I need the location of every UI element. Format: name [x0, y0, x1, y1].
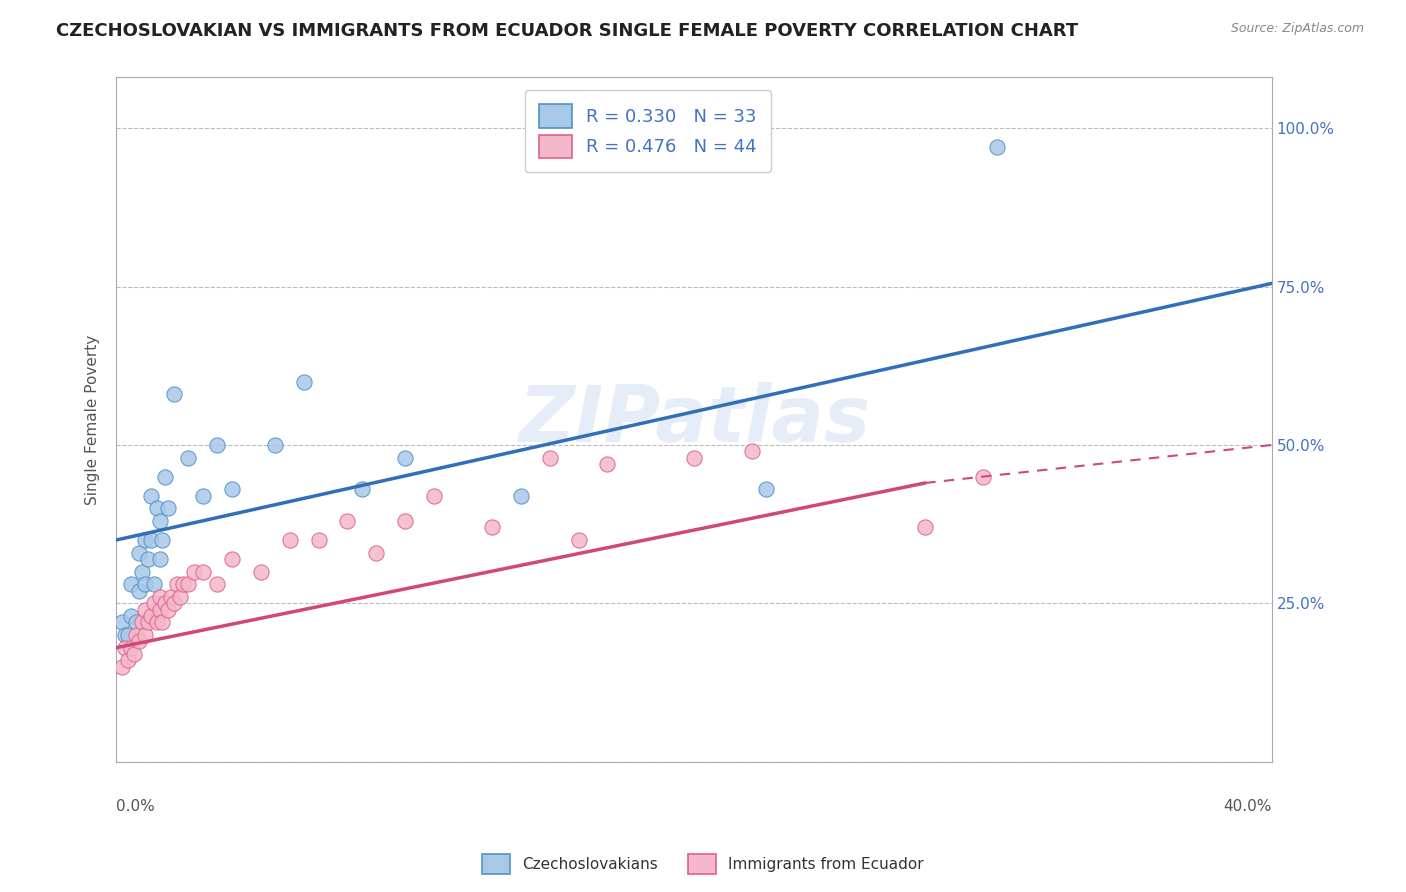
Point — [172, 577, 194, 591]
Point — [152, 615, 174, 630]
Point — [145, 615, 167, 630]
Point — [149, 590, 172, 604]
Point — [481, 520, 503, 534]
Point — [117, 628, 139, 642]
Point — [177, 450, 200, 465]
Point — [191, 489, 214, 503]
Point — [336, 514, 359, 528]
Point — [139, 609, 162, 624]
Point — [134, 628, 156, 642]
Y-axis label: Single Female Poverty: Single Female Poverty — [86, 334, 100, 505]
Point — [741, 444, 763, 458]
Point — [139, 533, 162, 547]
Point — [114, 640, 136, 655]
Point — [128, 634, 150, 648]
Point — [278, 533, 301, 547]
Point — [177, 577, 200, 591]
Point — [183, 565, 205, 579]
Point — [120, 609, 142, 624]
Point — [264, 438, 287, 452]
Point — [166, 577, 188, 591]
Point — [128, 583, 150, 598]
Point — [155, 469, 177, 483]
Point — [169, 590, 191, 604]
Point — [163, 596, 186, 610]
Point — [111, 615, 134, 630]
Text: 0.0%: 0.0% — [117, 799, 155, 814]
Point — [125, 628, 148, 642]
Legend: R = 0.330   N = 33, R = 0.476   N = 44: R = 0.330 N = 33, R = 0.476 N = 44 — [524, 90, 770, 172]
Point — [142, 596, 165, 610]
Point — [120, 577, 142, 591]
Point — [111, 659, 134, 673]
Point — [163, 387, 186, 401]
Point — [221, 552, 243, 566]
Point — [149, 603, 172, 617]
Point — [142, 577, 165, 591]
Text: ZIPatlas: ZIPatlas — [517, 382, 870, 458]
Point — [249, 565, 271, 579]
Point — [350, 483, 373, 497]
Point — [149, 552, 172, 566]
Point — [160, 590, 183, 604]
Point — [538, 450, 561, 465]
Point — [136, 615, 159, 630]
Point — [145, 501, 167, 516]
Point — [191, 565, 214, 579]
Point — [149, 514, 172, 528]
Text: Source: ZipAtlas.com: Source: ZipAtlas.com — [1230, 22, 1364, 36]
Point — [366, 546, 388, 560]
Point — [157, 603, 180, 617]
Point — [207, 438, 229, 452]
Point — [914, 520, 936, 534]
Point — [986, 140, 1008, 154]
Point — [155, 596, 177, 610]
Point — [125, 615, 148, 630]
Point — [131, 615, 153, 630]
Point — [207, 577, 229, 591]
Point — [114, 628, 136, 642]
Point — [292, 375, 315, 389]
Point — [122, 647, 145, 661]
Point — [972, 469, 994, 483]
Point — [394, 450, 416, 465]
Point — [221, 483, 243, 497]
Point — [139, 489, 162, 503]
Point — [152, 533, 174, 547]
Point — [755, 483, 778, 497]
Point — [131, 565, 153, 579]
Point — [567, 533, 589, 547]
Legend: Czechoslovakians, Immigrants from Ecuador: Czechoslovakians, Immigrants from Ecuado… — [477, 848, 929, 880]
Point — [117, 653, 139, 667]
Point — [128, 546, 150, 560]
Point — [134, 577, 156, 591]
Point — [120, 640, 142, 655]
Point — [509, 489, 531, 503]
Point — [423, 489, 446, 503]
Point — [134, 603, 156, 617]
Point — [596, 457, 619, 471]
Point — [136, 552, 159, 566]
Point — [683, 450, 706, 465]
Text: CZECHOSLOVAKIAN VS IMMIGRANTS FROM ECUADOR SINGLE FEMALE POVERTY CORRELATION CHA: CZECHOSLOVAKIAN VS IMMIGRANTS FROM ECUAD… — [56, 22, 1078, 40]
Point — [157, 501, 180, 516]
Text: 40.0%: 40.0% — [1223, 799, 1272, 814]
Point — [134, 533, 156, 547]
Point — [394, 514, 416, 528]
Point — [308, 533, 330, 547]
